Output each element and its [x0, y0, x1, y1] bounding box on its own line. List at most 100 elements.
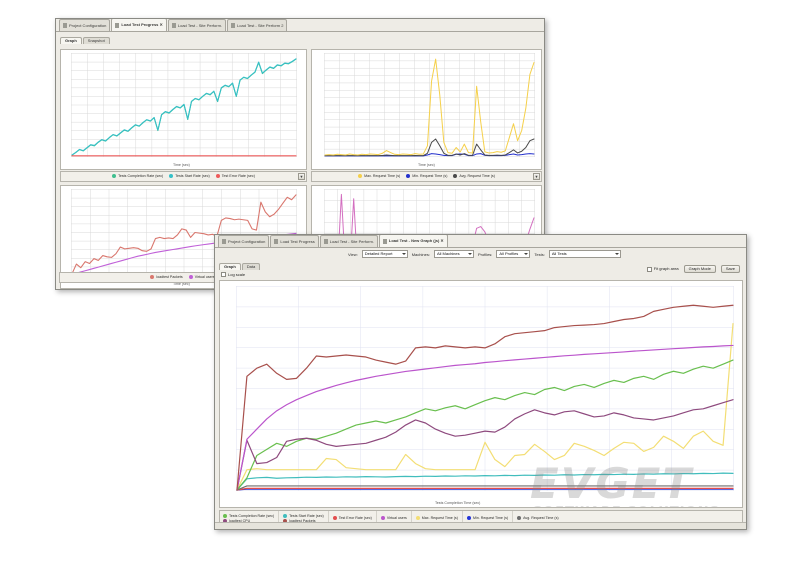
chevron-down-icon[interactable]	[401, 253, 406, 255]
legend-item[interactable]: Test Error Rate (sec)	[215, 174, 255, 179]
chart-tests-rate-panel[interactable]: Time (sec)	[60, 49, 307, 170]
legend-item[interactable]: Avg. Request Time (s)	[453, 174, 495, 179]
chart-main-panel[interactable]: EVGET SOFTWARE SOLUTIONS Tests Completio…	[219, 280, 743, 508]
legend-label: Test Error Rate (sec)	[221, 174, 255, 179]
legend-label: loadtest CPU	[229, 519, 251, 523]
tab-label: Project Configuration	[69, 22, 107, 28]
legend-item[interactable]: Min. Request Time (s)	[406, 174, 447, 179]
filter-label-3: Tests:	[534, 251, 545, 257]
legend-label: Avg. Request Time (s)	[523, 516, 559, 521]
subtab-graph[interactable]: Graph	[219, 263, 241, 270]
tab-label: Load Test - Site Perform 2	[237, 22, 284, 28]
chart-request-time-panel[interactable]: Time (sec)	[311, 49, 542, 170]
legend-label: Max. Request Time (s)	[421, 516, 458, 521]
legend-label: Avg. Request Time (s)	[459, 174, 495, 179]
filter-label-2: Profiles:	[477, 251, 493, 257]
load-test-new-graph-window[interactable]: Project Configuration Load Test Progress L…	[214, 234, 747, 530]
legend-label: Virtual users	[386, 516, 407, 521]
subtabs-front: Graph Data	[215, 259, 261, 270]
filter-combo-0[interactable]: Detailed Report	[361, 250, 408, 258]
legend-swatch	[283, 513, 288, 518]
tab-1[interactable]: Load Test Progress ✕	[111, 19, 167, 31]
chart-virtual-users-xlabel: Time (sec)	[173, 282, 190, 286]
legend-swatch	[215, 174, 220, 179]
legend-item[interactable]: Max. Request Time (s)	[358, 174, 401, 179]
tab-1[interactable]: Load Test Progress	[270, 235, 319, 247]
legend-swatch	[283, 519, 288, 524]
fit-graph-area-box[interactable]	[646, 266, 652, 272]
legend-swatch	[169, 174, 174, 179]
subtab-snapshot[interactable]: Snapshot	[82, 37, 110, 44]
filter-combo-1[interactable]: All Machines	[433, 250, 474, 258]
legend-item[interactable]: Virtual users	[380, 516, 407, 521]
legend-column-1: Tests Start Rate (sec) loadtest Packets	[283, 511, 329, 526]
graph-actions: Fit graph area Graph Mode Save	[646, 265, 740, 273]
chart-icon	[115, 22, 120, 28]
legend-item[interactable]: Test Error Rate (sec)	[332, 516, 372, 521]
legend-swatch	[223, 513, 227, 518]
chart-request-time-xlabel: Time (sec)	[418, 163, 435, 167]
legend-label: loadtest Packets	[156, 275, 183, 280]
legend-swatch	[517, 516, 522, 521]
legend-column-4: Max. Request Time (s)	[415, 511, 463, 526]
tabstrip-front: Project Configuration Load Test Progress L…	[215, 235, 746, 248]
fit-graph-area-checkbox[interactable]: Fit graph area	[646, 266, 679, 272]
legend-scroll-request-time[interactable]: ▼	[533, 173, 540, 180]
legend-label: Tests Start Rate (sec)	[289, 513, 324, 518]
save-button[interactable]: Save	[720, 265, 740, 273]
tabstrip-back: Project Configuration Load Test Progress …	[56, 19, 544, 32]
legend-column-5: Min. Request Time (s)	[466, 511, 514, 526]
legend-scroll-tests-rate[interactable]: ▼	[298, 173, 305, 180]
log-scale-box[interactable]	[221, 272, 226, 277]
legend-request-time: Max. Request Time (s) Min. Request Time (…	[311, 171, 542, 182]
legend-item[interactable]: loadtest CPU	[223, 519, 274, 524]
chart-icon	[171, 23, 176, 28]
legend-label: Test Error Rate (sec)	[338, 516, 372, 521]
filter-bar: View: Detailed Report Machines: All Machine…	[348, 249, 621, 259]
chevron-down-icon[interactable]	[524, 253, 529, 255]
legend-item[interactable]: Tests Start Rate (sec)	[283, 514, 324, 518]
legend-item[interactable]: Tests Completion Rate (sec)	[223, 514, 274, 518]
log-scale-checkbox[interactable]: Log scale	[221, 272, 245, 277]
legend-item[interactable]: Max. Request Time (s)	[415, 516, 458, 521]
filter-value-2: All Profiles	[499, 251, 519, 256]
tab-0[interactable]: Project Configuration	[59, 19, 111, 31]
subtab-data[interactable]: Data	[241, 263, 261, 270]
tab-3[interactable]: Load Test - Site Perform 2	[227, 19, 288, 31]
filter-label-1: Machines:	[411, 251, 430, 257]
legend-swatch	[453, 174, 458, 179]
legend-item[interactable]: Avg. Request Time (s)	[517, 516, 559, 521]
chevron-down-icon[interactable]	[467, 253, 472, 255]
tab-0[interactable]: Project Configuration	[218, 235, 270, 247]
tab-3[interactable]: Load Test - New Graph (js) ✕	[378, 235, 448, 247]
legend-item[interactable]: Tests Completion Rate (sec)	[112, 174, 163, 179]
filter-combo-3[interactable]: All Tests	[548, 250, 621, 258]
legend-label: Tests Completion Rate (sec)	[229, 513, 275, 518]
legend-swatch	[466, 516, 471, 521]
filter-combo-2[interactable]: All Profiles	[496, 250, 531, 258]
legend-item[interactable]: loadtest Packets	[283, 519, 324, 524]
legend-item[interactable]: Min. Request Time (s)	[466, 516, 508, 521]
graph-mode-button[interactable]: Graph Mode	[683, 265, 716, 273]
tab-label: Load Test - Site Perform.	[329, 238, 374, 244]
subtab-graph[interactable]: Graph	[60, 37, 82, 44]
wrench-icon	[222, 239, 226, 244]
fit-graph-area-label: Fit graph area	[653, 266, 679, 271]
tab-label: Project Configuration	[228, 238, 266, 244]
chevron-down-icon[interactable]	[614, 253, 619, 255]
window-body-front: Project Configuration Load Test Progress L…	[215, 235, 746, 529]
tab-2[interactable]: Load Test - Site Perform.	[319, 235, 378, 247]
chart-request-time-plot	[324, 53, 535, 157]
wrench-icon	[63, 23, 67, 28]
tab-2[interactable]: Load Test - Site Perform.	[167, 19, 227, 31]
legend-item[interactable]: Virtual users	[188, 275, 215, 280]
legend-tests-rate: Tests Completion Rate (sec) Tests Start R…	[60, 171, 307, 182]
filter-value-3: All Tests	[551, 251, 567, 256]
legend-item[interactable]: loadtest Packets	[150, 275, 183, 280]
chart-tests-rate-xlabel: Time (sec)	[173, 163, 190, 167]
legend-label: Max. Request Time (s)	[364, 174, 401, 179]
legend-item[interactable]: Tests Start Rate (sec)	[169, 174, 210, 179]
legend-label: Virtual users	[194, 275, 215, 280]
legend-swatch	[332, 516, 337, 521]
